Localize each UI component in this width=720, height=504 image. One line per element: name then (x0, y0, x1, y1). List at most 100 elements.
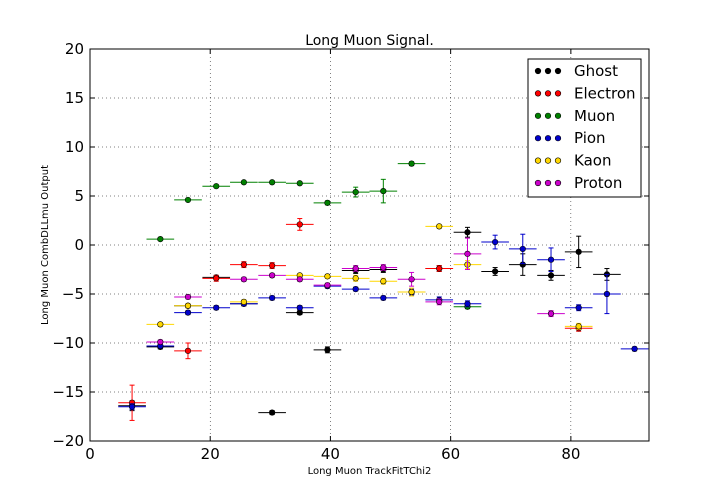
legend-marker (534, 135, 542, 142)
data-point (157, 338, 164, 346)
data-point (380, 294, 387, 302)
data-point (631, 345, 638, 352)
data-point (324, 273, 331, 280)
data-point (575, 323, 582, 330)
data-point (603, 290, 611, 298)
data-point (157, 236, 164, 243)
legend-marker (554, 179, 562, 187)
legend-marker (554, 135, 562, 142)
data-point (213, 304, 220, 311)
legend-label: Electron (574, 84, 636, 102)
data-point (380, 278, 387, 285)
x-tick-label: 20 (201, 445, 220, 463)
data-point (352, 265, 359, 272)
series-electron (118, 218, 593, 421)
y-axis-label: Long Muon CombDLLmu Output (40, 165, 51, 325)
data-point (575, 304, 582, 311)
data-point (436, 265, 443, 272)
legend-label: Ghost (574, 62, 618, 80)
legend-label: Proton (574, 174, 622, 192)
data-point (184, 302, 192, 309)
data-point (492, 268, 499, 275)
legend-marker (544, 157, 552, 164)
series-layer (118, 160, 649, 421)
series-pion (118, 233, 649, 411)
legend: Ghost Electron Muon Pion Kaon Proton (527, 58, 642, 198)
y-tick-label: −10 (52, 334, 84, 352)
y-tick-label: 5 (74, 187, 84, 205)
y-tick-label: −15 (52, 383, 84, 401)
grid (90, 49, 649, 441)
legend-label: Muon (574, 107, 615, 125)
legend-marker (554, 157, 562, 164)
y-tick-label: 20 (65, 40, 84, 58)
legend-box (527, 58, 642, 198)
data-point (184, 347, 192, 354)
legend-label: Pion (574, 129, 606, 147)
data-point (184, 309, 192, 316)
data-point (269, 179, 276, 186)
data-point (296, 304, 303, 311)
data-point (324, 199, 331, 206)
legend-marker (554, 90, 562, 97)
data-point (380, 264, 387, 271)
series-kaon (146, 223, 593, 330)
x-axis-label: Long Muon TrackFitTChi2 (308, 466, 432, 477)
data-point (352, 275, 359, 282)
legend-item-muon: Muon (534, 107, 615, 125)
data-point (240, 261, 247, 268)
data-point (492, 238, 499, 246)
data-point (184, 293, 192, 301)
legend-item-pion: Pion (534, 129, 606, 147)
data-point (296, 221, 303, 228)
data-point (436, 298, 443, 305)
legend-marker (544, 112, 552, 119)
data-point (240, 179, 247, 186)
data-point (464, 229, 471, 236)
data-point (547, 272, 555, 279)
y-tick-label: −5 (62, 285, 84, 303)
legend-item-electron: Electron (534, 84, 636, 102)
data-point (547, 310, 555, 317)
legend-marker (554, 112, 562, 119)
y-tick-label: 0 (74, 236, 84, 254)
legend-marker (534, 112, 542, 119)
data-point (269, 294, 276, 302)
x-tick-label: 40 (321, 445, 340, 463)
y-tick-label: 10 (65, 138, 84, 156)
series-proton (146, 237, 565, 346)
legend-item-kaon: Kaon (534, 152, 611, 170)
data-point (296, 276, 303, 283)
data-point (128, 403, 136, 410)
data-point (269, 262, 276, 269)
data-point (213, 275, 220, 282)
data-point (408, 288, 415, 296)
legend-label: Kaon (574, 152, 611, 170)
data-point (575, 248, 582, 255)
data-point (547, 256, 555, 263)
x-tick-label: 0 (85, 445, 95, 463)
y-tick-label: −20 (52, 432, 84, 450)
legend-marker (544, 179, 552, 187)
data-point (240, 276, 247, 283)
legend-marker (534, 67, 542, 75)
data-point (408, 160, 415, 167)
legend-marker (534, 90, 542, 97)
data-point (184, 196, 192, 204)
x-tick-label: 80 (561, 445, 580, 463)
data-point (464, 300, 471, 307)
data-point (519, 245, 526, 253)
data-point (408, 276, 415, 283)
data-point (324, 346, 331, 353)
legend-marker (534, 157, 542, 164)
data-point (324, 282, 331, 289)
legend-item-proton: Proton (534, 174, 622, 192)
series-muon (146, 160, 482, 310)
data-point (352, 286, 359, 293)
data-point (213, 183, 220, 190)
data-point (352, 188, 359, 196)
y-tick-label: 15 (65, 89, 84, 107)
ticks: 0 20 40 60 80 −20 −15 −10 −5 0 5 10 15 20 (52, 40, 649, 463)
legend-item-ghost: Ghost (534, 62, 618, 80)
